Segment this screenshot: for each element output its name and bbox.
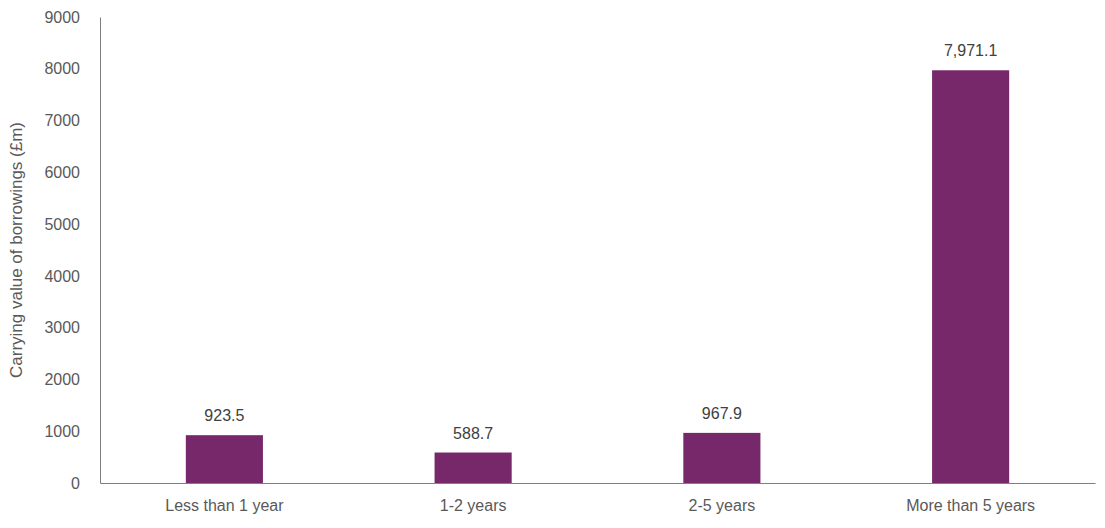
bar [932, 70, 1009, 483]
y-tick-label: 7000 [44, 112, 80, 129]
y-tick: 4000 [44, 268, 100, 285]
y-tick-label: 5000 [44, 216, 80, 233]
x-tick: More than 5 years [906, 483, 1035, 514]
data-label: 588.7 [453, 425, 493, 442]
plot: 0 1000 2000 3000 4000 5000 6000 7000 8000 9000 Les… [44, 9, 1095, 515]
y-tick: 8000 [44, 60, 100, 77]
y-tick-label: 8000 [44, 60, 80, 77]
x-tick-label: 2-5 years [689, 497, 756, 514]
y-tick: 7000 [44, 112, 100, 129]
data-labels: 923.5 588.7 967.9 7,971.1 [204, 42, 997, 441]
y-tick: 2000 [44, 371, 100, 388]
bar [186, 435, 263, 483]
y-tick-label: 9000 [44, 9, 80, 26]
data-label: 967.9 [702, 405, 742, 422]
data-label: 923.5 [204, 407, 244, 424]
y-tick: 5000 [44, 216, 100, 233]
y-tick-label: 0 [71, 475, 80, 492]
y-tick: 1000 [44, 423, 100, 440]
y-tick: 6000 [44, 164, 100, 181]
x-tick: 2-5 years [689, 483, 756, 514]
y-axis: 0 1000 2000 3000 4000 5000 6000 7000 8000 9000 [44, 9, 100, 492]
y-axis-title: Carrying value of borrowings (£m) [7, 122, 26, 378]
bar [683, 433, 760, 483]
bar [435, 453, 512, 483]
x-tick-label: 1-2 years [440, 497, 507, 514]
x-axis-line [101, 483, 1096, 484]
y-tick: 9000 [44, 9, 100, 26]
y-tick-label: 3000 [44, 319, 80, 336]
x-tick: 1-2 years [440, 483, 507, 514]
x-tick-label: More than 5 years [906, 497, 1035, 514]
y-tick-label: 2000 [44, 371, 80, 388]
y-tick: 0 [71, 475, 100, 492]
y-tick: 3000 [44, 319, 100, 336]
data-label: 7,971.1 [944, 42, 997, 59]
x-axis: Less than 1 year 1-2 years 2-5 years More t… [101, 483, 1096, 514]
x-tick-label: Less than 1 year [165, 497, 284, 514]
chart: 0 1000 2000 3000 4000 5000 6000 7000 8000 9000 Les… [0, 0, 1105, 528]
y-tick-label: 4000 [44, 268, 80, 285]
y-tick-label: 1000 [44, 423, 80, 440]
y-axis-line [100, 18, 101, 484]
y-tick-label: 6000 [44, 164, 80, 181]
x-tick: Less than 1 year [165, 483, 284, 514]
bars [186, 70, 1009, 483]
